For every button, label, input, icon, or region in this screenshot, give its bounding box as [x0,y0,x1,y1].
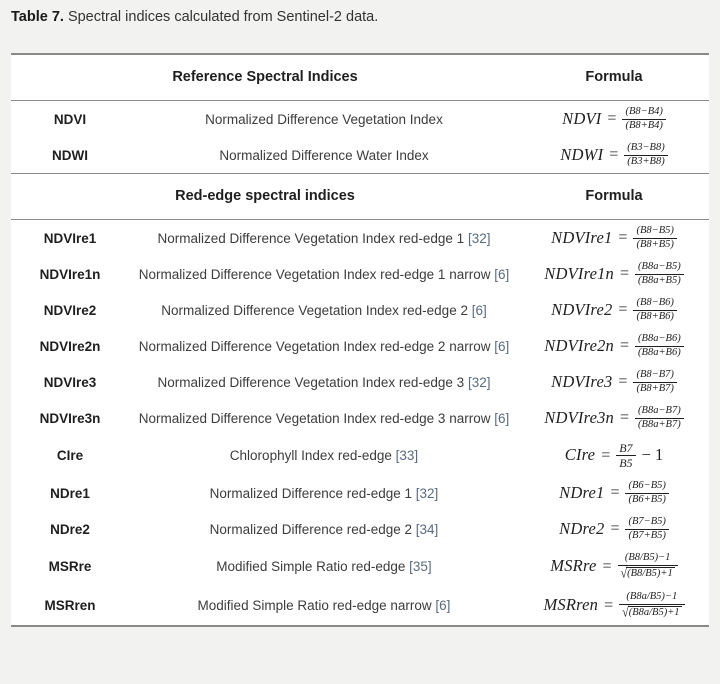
reference-number: [6] [494,410,510,426]
table-row: NDVIre2n Normalized Difference Vegetation… [11,328,709,364]
index-abbreviation: NDVIre2 [43,302,97,318]
index-formula: NDVI = (B8−B4) (B8+B4) [519,100,709,137]
section-title: Red-edge spectral indices [11,173,519,220]
reference-number: [6] [471,302,487,318]
index-formula: NDVIre1 = (B8−B5) (B8+B5) [519,219,709,256]
table-section-header: Reference Spectral Indices Formula [11,53,709,101]
reference-number: [33] [395,448,419,463]
index-formula: MSRren = (B8a/B5)−1 √ (B8a/B5)+1 [519,586,709,627]
section-title: Reference Spectral Indices [11,53,519,101]
index-full-name: Normalized Difference Vegetation Index r… [138,266,510,282]
index-abbreviation: MSRre [48,559,92,574]
table-caption: Table 7. Spectral indices calculated fro… [11,8,709,26]
index-formula: NDre1 = (B6−B5) (B6+B5) [519,475,709,511]
formula-expression: MSRren = (B8a/B5)−1 √ (B8a/B5)+1 [543,591,685,619]
table-row: NDVIre2 Normalized Difference Vegetation … [11,292,709,328]
reference-number: [6] [494,266,510,282]
table-row: CIre Chlorophyll Index red-edge [33] CIre =… [11,436,709,475]
index-full-name: Normalized Difference Water Index [219,147,429,163]
reference-number: [32] [415,485,439,501]
section-formula-header: Formula [519,173,709,220]
index-formula: NDVIre3n = (B8a−B7) (B8a+B7) [519,400,709,436]
formula-expression: NDre1 = (B6−B5) (B6+B5) [559,480,669,505]
formula-expression: NDVIre3n = (B8a−B7) (B8a+B7) [544,405,684,430]
table-row: NDVIre1n Normalized Difference Vegetation… [11,256,709,292]
formula-expression: NDVIre1n = (B8a−B5) (B8a+B5) [544,261,684,286]
index-abbreviation: NDVIre3 [43,374,97,390]
index-full-name: Modified Simple Ratio red-edge [35] [216,559,432,574]
table-row: NDre1 Normalized Difference red-edge 1 [3… [11,475,709,511]
index-full-name: Chlorophyll Index red-edge [33] [229,448,419,463]
formula-expression: NDVIre1 = (B8−B5) (B8+B5) [551,225,677,250]
index-formula: NDWI = (B3−B8) (B3+B8) [519,137,709,174]
index-full-name: Normalized Difference Vegetation Index r… [157,374,491,390]
spectral-indices-table: Reference Spectral Indices Formula NDVI Nor… [11,53,709,627]
index-abbreviation: MSRren [11,586,129,627]
reference-number: [6] [435,598,451,613]
index-formula: NDVIre3 = (B8−B7) (B8+B7) [519,364,709,400]
table-caption-text: Spectral indices calculated from Sentine… [63,9,379,25]
table-body: Reference Spectral Indices Formula NDVI Nor… [11,53,709,627]
reference-number: [32] [467,374,491,390]
index-formula: CIre = B7 B5− 1 [519,436,709,475]
table-row: NDVIre1 Normalized Difference Vegetation … [11,219,709,256]
index-abbreviation: NDVIre1n [39,266,101,282]
index-formula: NDVIre1n = (B8a−B5) (B8a+B5) [519,256,709,292]
index-abbreviation: NDVIre3n [39,410,101,426]
index-abbreviation: NDre2 [50,521,90,537]
index-full-name: Normalized Difference Vegetation Index r… [138,338,510,354]
index-full-name: Normalized Difference Vegetation Index r… [138,410,510,426]
index-abbreviation: NDWI [52,147,88,163]
formula-expression: NDVI = (B8−B4) (B8+B4) [562,106,666,131]
formula-expression: NDre2 = (B7−B5) (B7+B5) [559,516,669,541]
index-formula: MSRre = (B8/B5)−1 √ (B8/B5)+1 [519,547,709,586]
formula-expression: NDVIre3 = (B8−B7) (B8+B7) [551,369,677,394]
reference-number: [6] [494,338,510,354]
reference-number: [34] [415,521,439,537]
table-row: MSRren Modified Simple Ratio red-edge nar… [11,586,709,627]
index-full-name: Normalized Difference Vegetation Index [129,100,519,137]
index-formula: NDVIre2 = (B8−B6) (B8+B6) [519,292,709,328]
index-full-name: Normalized Difference red-edge 1 [32] [209,485,439,501]
formula-expression: NDVIre2 = (B8−B6) (B8+B6) [551,297,677,322]
index-abbreviation: CIre [56,448,84,463]
reference-number: [35] [409,559,432,574]
index-abbreviation: NDVIre2n [39,338,101,354]
table-row: MSRre Modified Simple Ratio red-edge [35]… [11,547,709,586]
formula-expression: MSRre = (B8/B5)−1 √ (B8/B5)+1 [550,552,678,580]
formula-expression: NDWI = (B3−B8) (B3+B8) [560,142,668,167]
index-full-name: Normalized Difference Vegetation Index r… [161,302,487,318]
index-full-name: Normalized Difference Vegetation Index r… [129,219,519,256]
section-formula-header: Formula [519,53,709,101]
formula-expression: CIre = B7 B5− 1 [564,441,664,470]
index-abbreviation: NDVIre1 [11,219,129,256]
reference-number: [32] [467,230,491,246]
table-row: NDWI Normalized Difference Water Index NDW… [11,137,709,174]
table-row: NDVIre3n Normalized Difference Vegetation… [11,400,709,436]
table-caption-label: Table 7. [11,9,64,25]
index-full-name: Normalized Difference red-edge 2 [34] [209,521,439,537]
formula-expression: NDVIre2n = (B8a−B6) (B8a+B6) [544,333,684,358]
table-row: NDre2 Normalized Difference red-edge 2 [3… [11,511,709,547]
table-section-header: Red-edge spectral indices Formula [11,173,709,220]
index-abbreviation: NDre1 [50,485,90,501]
index-abbreviation: NDVI [11,100,129,137]
table-row: NDVIre3 Normalized Difference Vegetation … [11,364,709,400]
index-formula: NDre2 = (B7−B5) (B7+B5) [519,511,709,547]
table-row: NDVI Normalized Difference Vegetation Ind… [11,100,709,137]
index-formula: NDVIre2n = (B8a−B6) (B8a+B6) [519,328,709,364]
index-full-name: Modified Simple Ratio red-edge narrow [6… [129,586,519,627]
spectral-indices-table-container: Reference Spectral Indices Formula NDVI Nor… [11,53,709,627]
